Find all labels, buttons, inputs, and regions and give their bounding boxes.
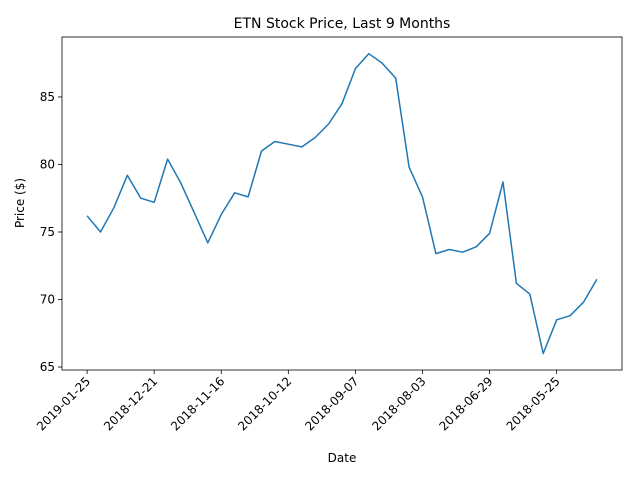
y-axis-label: Price ($): [13, 178, 27, 228]
line-series: [86, 52, 598, 355]
y-tick-label: 75: [40, 225, 55, 239]
plot-frame: [61, 36, 623, 371]
y-tick-label: 80: [40, 157, 55, 171]
y-tick-label: 85: [40, 90, 55, 104]
y-tick-label: 70: [40, 293, 55, 307]
chart-title: ETN Stock Price, Last 9 Months: [234, 16, 451, 32]
x-axis-label: Date: [328, 451, 357, 465]
y-tick-label: 65: [40, 360, 55, 374]
